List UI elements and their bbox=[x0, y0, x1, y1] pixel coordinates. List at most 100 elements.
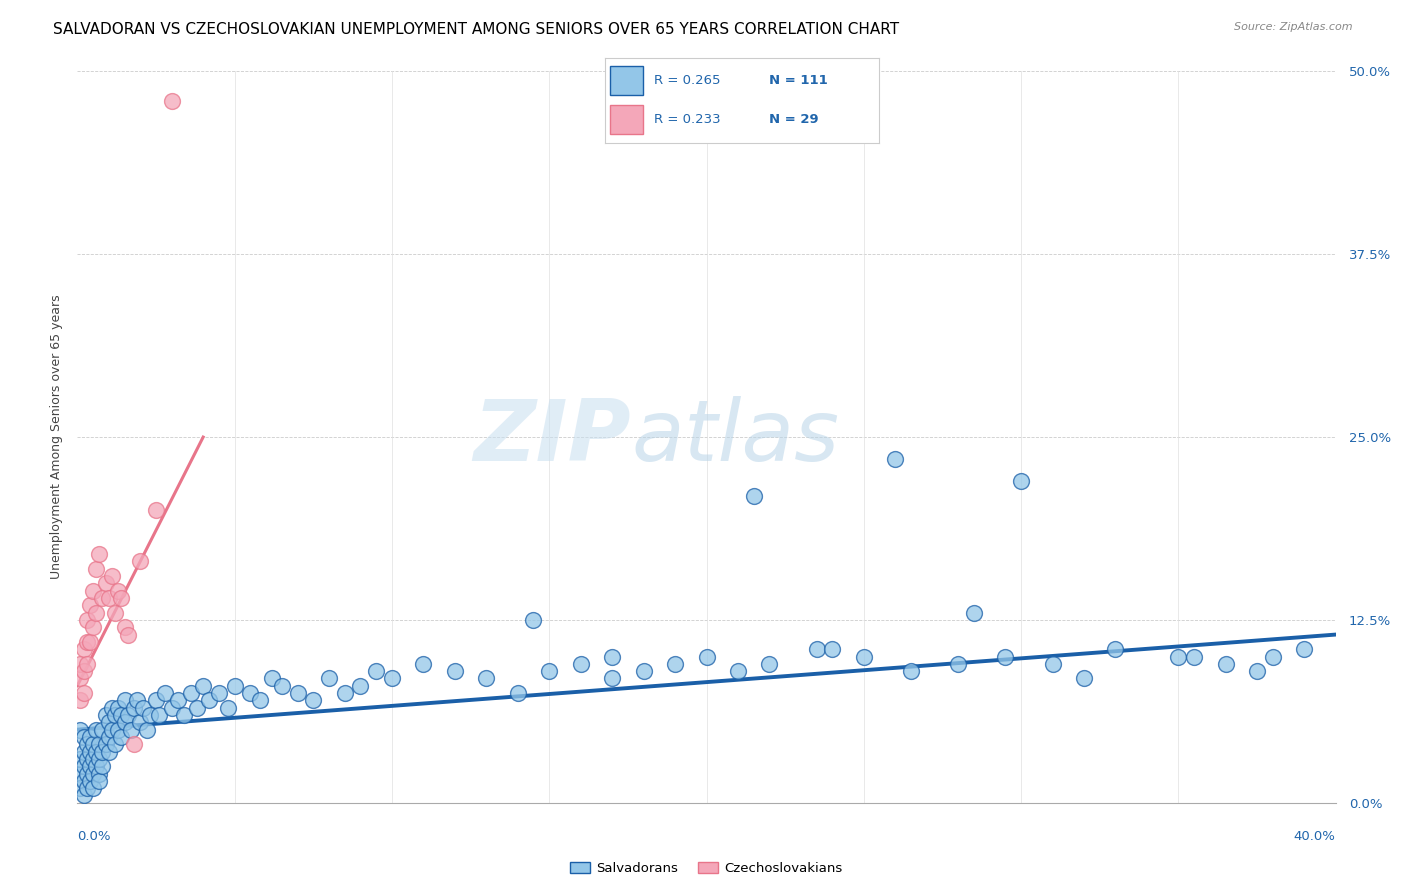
Point bbox=[76, 752, 98, 766]
Point bbox=[994, 649, 1017, 664]
Point bbox=[72, 686, 94, 700]
Point bbox=[110, 708, 132, 723]
Point bbox=[1104, 642, 1126, 657]
Point bbox=[727, 664, 749, 678]
Point bbox=[821, 642, 844, 657]
Point bbox=[129, 554, 152, 568]
Point bbox=[758, 657, 780, 671]
Point bbox=[1294, 642, 1316, 657]
Point bbox=[89, 773, 111, 788]
Point bbox=[79, 599, 101, 613]
Point bbox=[82, 737, 104, 751]
Point bbox=[1215, 657, 1237, 671]
Point bbox=[696, 649, 718, 664]
Point bbox=[600, 649, 623, 664]
Point bbox=[1261, 649, 1284, 664]
Point bbox=[91, 591, 114, 605]
Point bbox=[129, 715, 152, 730]
Point bbox=[114, 715, 136, 730]
Point bbox=[84, 562, 107, 576]
Point bbox=[91, 723, 114, 737]
Point bbox=[160, 94, 183, 108]
Point bbox=[333, 686, 356, 700]
Y-axis label: Unemployment Among Seniors over 65 years: Unemployment Among Seniors over 65 years bbox=[51, 294, 63, 580]
Text: SALVADORAN VS CZECHOSLOVAKIAN UNEMPLOYMENT AMONG SENIORS OVER 65 YEARS CORRELATI: SALVADORAN VS CZECHOSLOVAKIAN UNEMPLOYME… bbox=[53, 22, 900, 37]
Point bbox=[89, 766, 111, 780]
Point bbox=[633, 664, 655, 678]
Point bbox=[97, 730, 120, 744]
Point bbox=[79, 730, 101, 744]
Point bbox=[287, 686, 309, 700]
Point bbox=[89, 737, 111, 751]
Point bbox=[69, 723, 91, 737]
Point bbox=[948, 657, 970, 671]
Point bbox=[84, 745, 107, 759]
Point bbox=[69, 752, 91, 766]
Point bbox=[84, 759, 107, 773]
Point bbox=[381, 672, 404, 686]
Point bbox=[101, 569, 124, 583]
Point bbox=[249, 693, 271, 707]
Point bbox=[110, 730, 132, 744]
Point bbox=[76, 781, 98, 796]
Point bbox=[167, 693, 190, 707]
Point bbox=[475, 672, 498, 686]
Point bbox=[1167, 649, 1189, 664]
Point bbox=[208, 686, 231, 700]
Point bbox=[217, 700, 239, 714]
Point bbox=[94, 737, 117, 751]
Point bbox=[72, 773, 94, 788]
Point bbox=[114, 620, 136, 634]
Point bbox=[522, 613, 544, 627]
Point bbox=[224, 679, 246, 693]
Text: 0.0%: 0.0% bbox=[77, 830, 111, 843]
Point bbox=[117, 627, 139, 641]
Point bbox=[84, 723, 107, 737]
Point bbox=[76, 635, 98, 649]
Text: R = 0.265: R = 0.265 bbox=[654, 74, 720, 87]
Point bbox=[1182, 649, 1205, 664]
Point bbox=[82, 781, 104, 796]
Point bbox=[1073, 672, 1095, 686]
Point bbox=[107, 723, 129, 737]
Point bbox=[89, 752, 111, 766]
Point bbox=[89, 547, 111, 561]
Point bbox=[76, 737, 98, 751]
Point bbox=[97, 591, 120, 605]
Point bbox=[79, 635, 101, 649]
Point bbox=[107, 583, 129, 598]
Point bbox=[444, 664, 467, 678]
Point bbox=[120, 723, 142, 737]
Point bbox=[239, 686, 262, 700]
Point bbox=[76, 766, 98, 780]
Point bbox=[506, 686, 529, 700]
Point bbox=[107, 700, 129, 714]
Point bbox=[145, 693, 167, 707]
Point bbox=[114, 693, 136, 707]
Point bbox=[82, 752, 104, 766]
Point bbox=[91, 745, 114, 759]
Point bbox=[366, 664, 388, 678]
Point bbox=[117, 708, 139, 723]
Point bbox=[82, 766, 104, 780]
Text: R = 0.233: R = 0.233 bbox=[654, 113, 720, 127]
Point bbox=[82, 620, 104, 634]
Text: 40.0%: 40.0% bbox=[1294, 830, 1336, 843]
Text: atlas: atlas bbox=[631, 395, 839, 479]
Text: N = 111: N = 111 bbox=[769, 74, 828, 87]
Point bbox=[600, 672, 623, 686]
Point bbox=[127, 693, 149, 707]
Point bbox=[79, 759, 101, 773]
Point bbox=[110, 591, 132, 605]
Point bbox=[135, 723, 157, 737]
Point bbox=[101, 700, 124, 714]
Point bbox=[318, 672, 340, 686]
Point bbox=[349, 679, 371, 693]
Point bbox=[69, 657, 91, 671]
Point bbox=[963, 606, 986, 620]
Point bbox=[76, 613, 98, 627]
Point bbox=[160, 700, 183, 714]
Point bbox=[1246, 664, 1268, 678]
Text: ZIP: ZIP bbox=[474, 395, 631, 479]
Point bbox=[79, 773, 101, 788]
